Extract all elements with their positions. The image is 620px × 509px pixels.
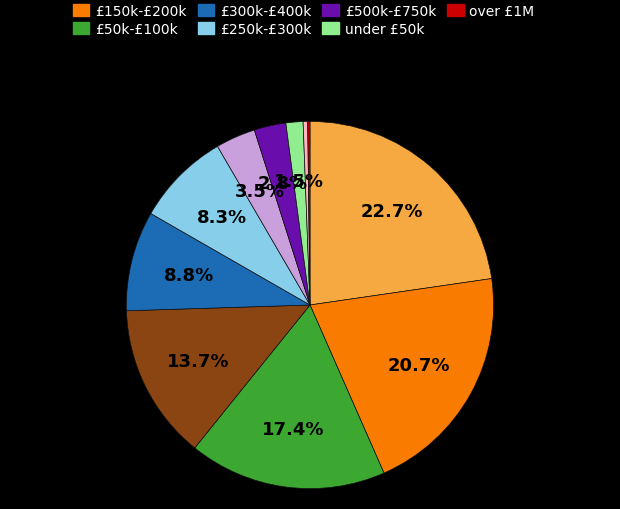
Wedge shape [310,122,492,305]
Wedge shape [218,131,310,305]
Wedge shape [310,279,494,473]
Text: 8.8%: 8.8% [164,266,214,284]
Text: 1.5%: 1.5% [275,172,324,190]
Wedge shape [151,147,310,305]
Wedge shape [308,122,310,305]
Legend: £100k-£150k, £150k-£200k, £50k-£100k, £200k-£250k, £300k-£400k, £250k-£300k, £40: £100k-£150k, £150k-£200k, £50k-£100k, £2… [69,0,551,41]
Wedge shape [126,305,310,448]
Text: 13.7%: 13.7% [167,352,229,370]
Text: 3.5%: 3.5% [234,183,285,201]
Text: 20.7%: 20.7% [388,357,451,375]
Wedge shape [126,214,310,311]
Wedge shape [303,122,310,305]
Text: 2.8%: 2.8% [258,175,308,193]
Wedge shape [195,305,384,489]
Text: 17.4%: 17.4% [262,420,325,438]
Wedge shape [286,122,310,305]
Text: 22.7%: 22.7% [360,202,423,220]
Wedge shape [254,124,310,305]
Text: 8.3%: 8.3% [197,209,247,227]
